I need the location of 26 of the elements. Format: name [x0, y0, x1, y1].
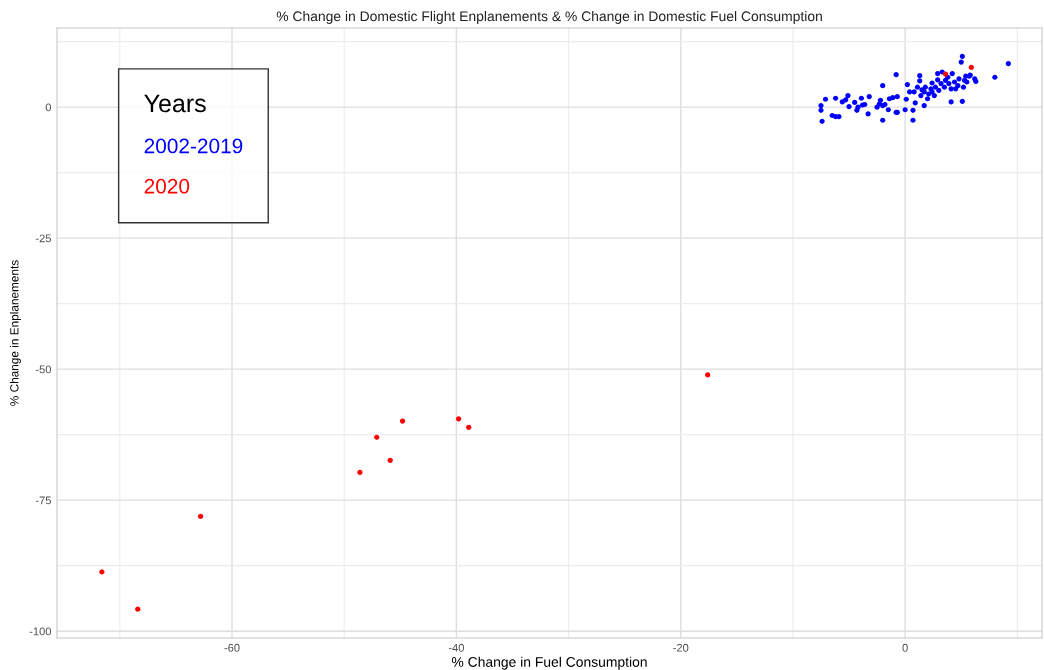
point — [399, 418, 406, 424]
point — [357, 469, 363, 475]
point — [705, 372, 711, 378]
legend-title: Years — [144, 94, 206, 113]
point — [99, 569, 105, 575]
point — [198, 513, 204, 520]
x-tick-label: -20 — [673, 643, 689, 652]
y-axis-title: % Change in Enplanements — [9, 260, 21, 406]
x-axis-title: % Change in Fuel Consumption — [451, 656, 647, 670]
point — [387, 457, 393, 463]
text: 2002-2019 — [144, 138, 243, 154]
y-tick-label: 0 — [45, 103, 52, 112]
y-tick-label: -25 — [35, 234, 51, 243]
point — [135, 606, 141, 612]
point — [466, 424, 472, 430]
point — [456, 416, 462, 422]
point — [374, 434, 380, 440]
x-tick-label: 0 — [902, 643, 908, 652]
y-tick-label: -75 — [35, 496, 51, 505]
y-tick-label: -50 — [35, 365, 52, 374]
x-tick-label: -40 — [448, 643, 464, 652]
x-tick-label: -60 — [224, 643, 240, 652]
chart-title: % Change in Domestic Flight Enplanements & % Change in Domestic Fuel Consumption — [276, 10, 822, 24]
text: 2020 — [144, 178, 190, 194]
point — [968, 64, 974, 70]
y-tick-label: -100 — [29, 627, 52, 636]
